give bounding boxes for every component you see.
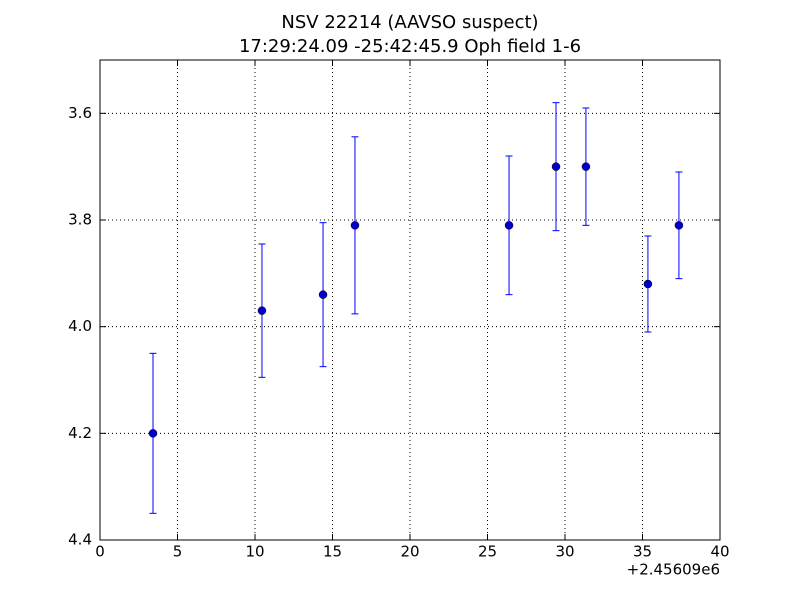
y-tick-label: 4.0 xyxy=(68,317,92,335)
data-point xyxy=(504,221,514,230)
x-offset-label: +2.45609e6 xyxy=(627,561,720,579)
data-point xyxy=(551,162,561,171)
x-tick-label: 40 xyxy=(710,543,729,561)
data-point xyxy=(148,429,158,438)
x-tick-label: 35 xyxy=(633,543,652,561)
data-point xyxy=(318,290,328,299)
data-point xyxy=(643,279,653,289)
y-tick-label: 4.4 xyxy=(68,531,92,549)
x-tick-label: 10 xyxy=(245,543,264,561)
data-point xyxy=(581,162,591,171)
y-tick-label: 3.6 xyxy=(68,104,92,122)
x-tick-label: 30 xyxy=(555,543,574,561)
x-tick-label: 5 xyxy=(173,543,183,561)
chart-subtitle: 17:29:24.09 -25:42:45.9 Oph field 1-6 xyxy=(239,36,581,57)
y-tick-label: 3.8 xyxy=(68,211,92,229)
data-point xyxy=(350,221,360,230)
y-tick-label: 4.2 xyxy=(68,424,92,442)
plot-frame xyxy=(99,59,721,541)
x-tick-label: 25 xyxy=(478,543,497,561)
x-tick-label: 15 xyxy=(323,543,342,561)
x-tick-label: 0 xyxy=(95,543,105,561)
data-point xyxy=(257,306,267,315)
x-tick-label: 20 xyxy=(400,543,419,561)
data-point xyxy=(674,221,684,230)
chart-title: NSV 22214 (AAVSO suspect) xyxy=(281,12,538,33)
